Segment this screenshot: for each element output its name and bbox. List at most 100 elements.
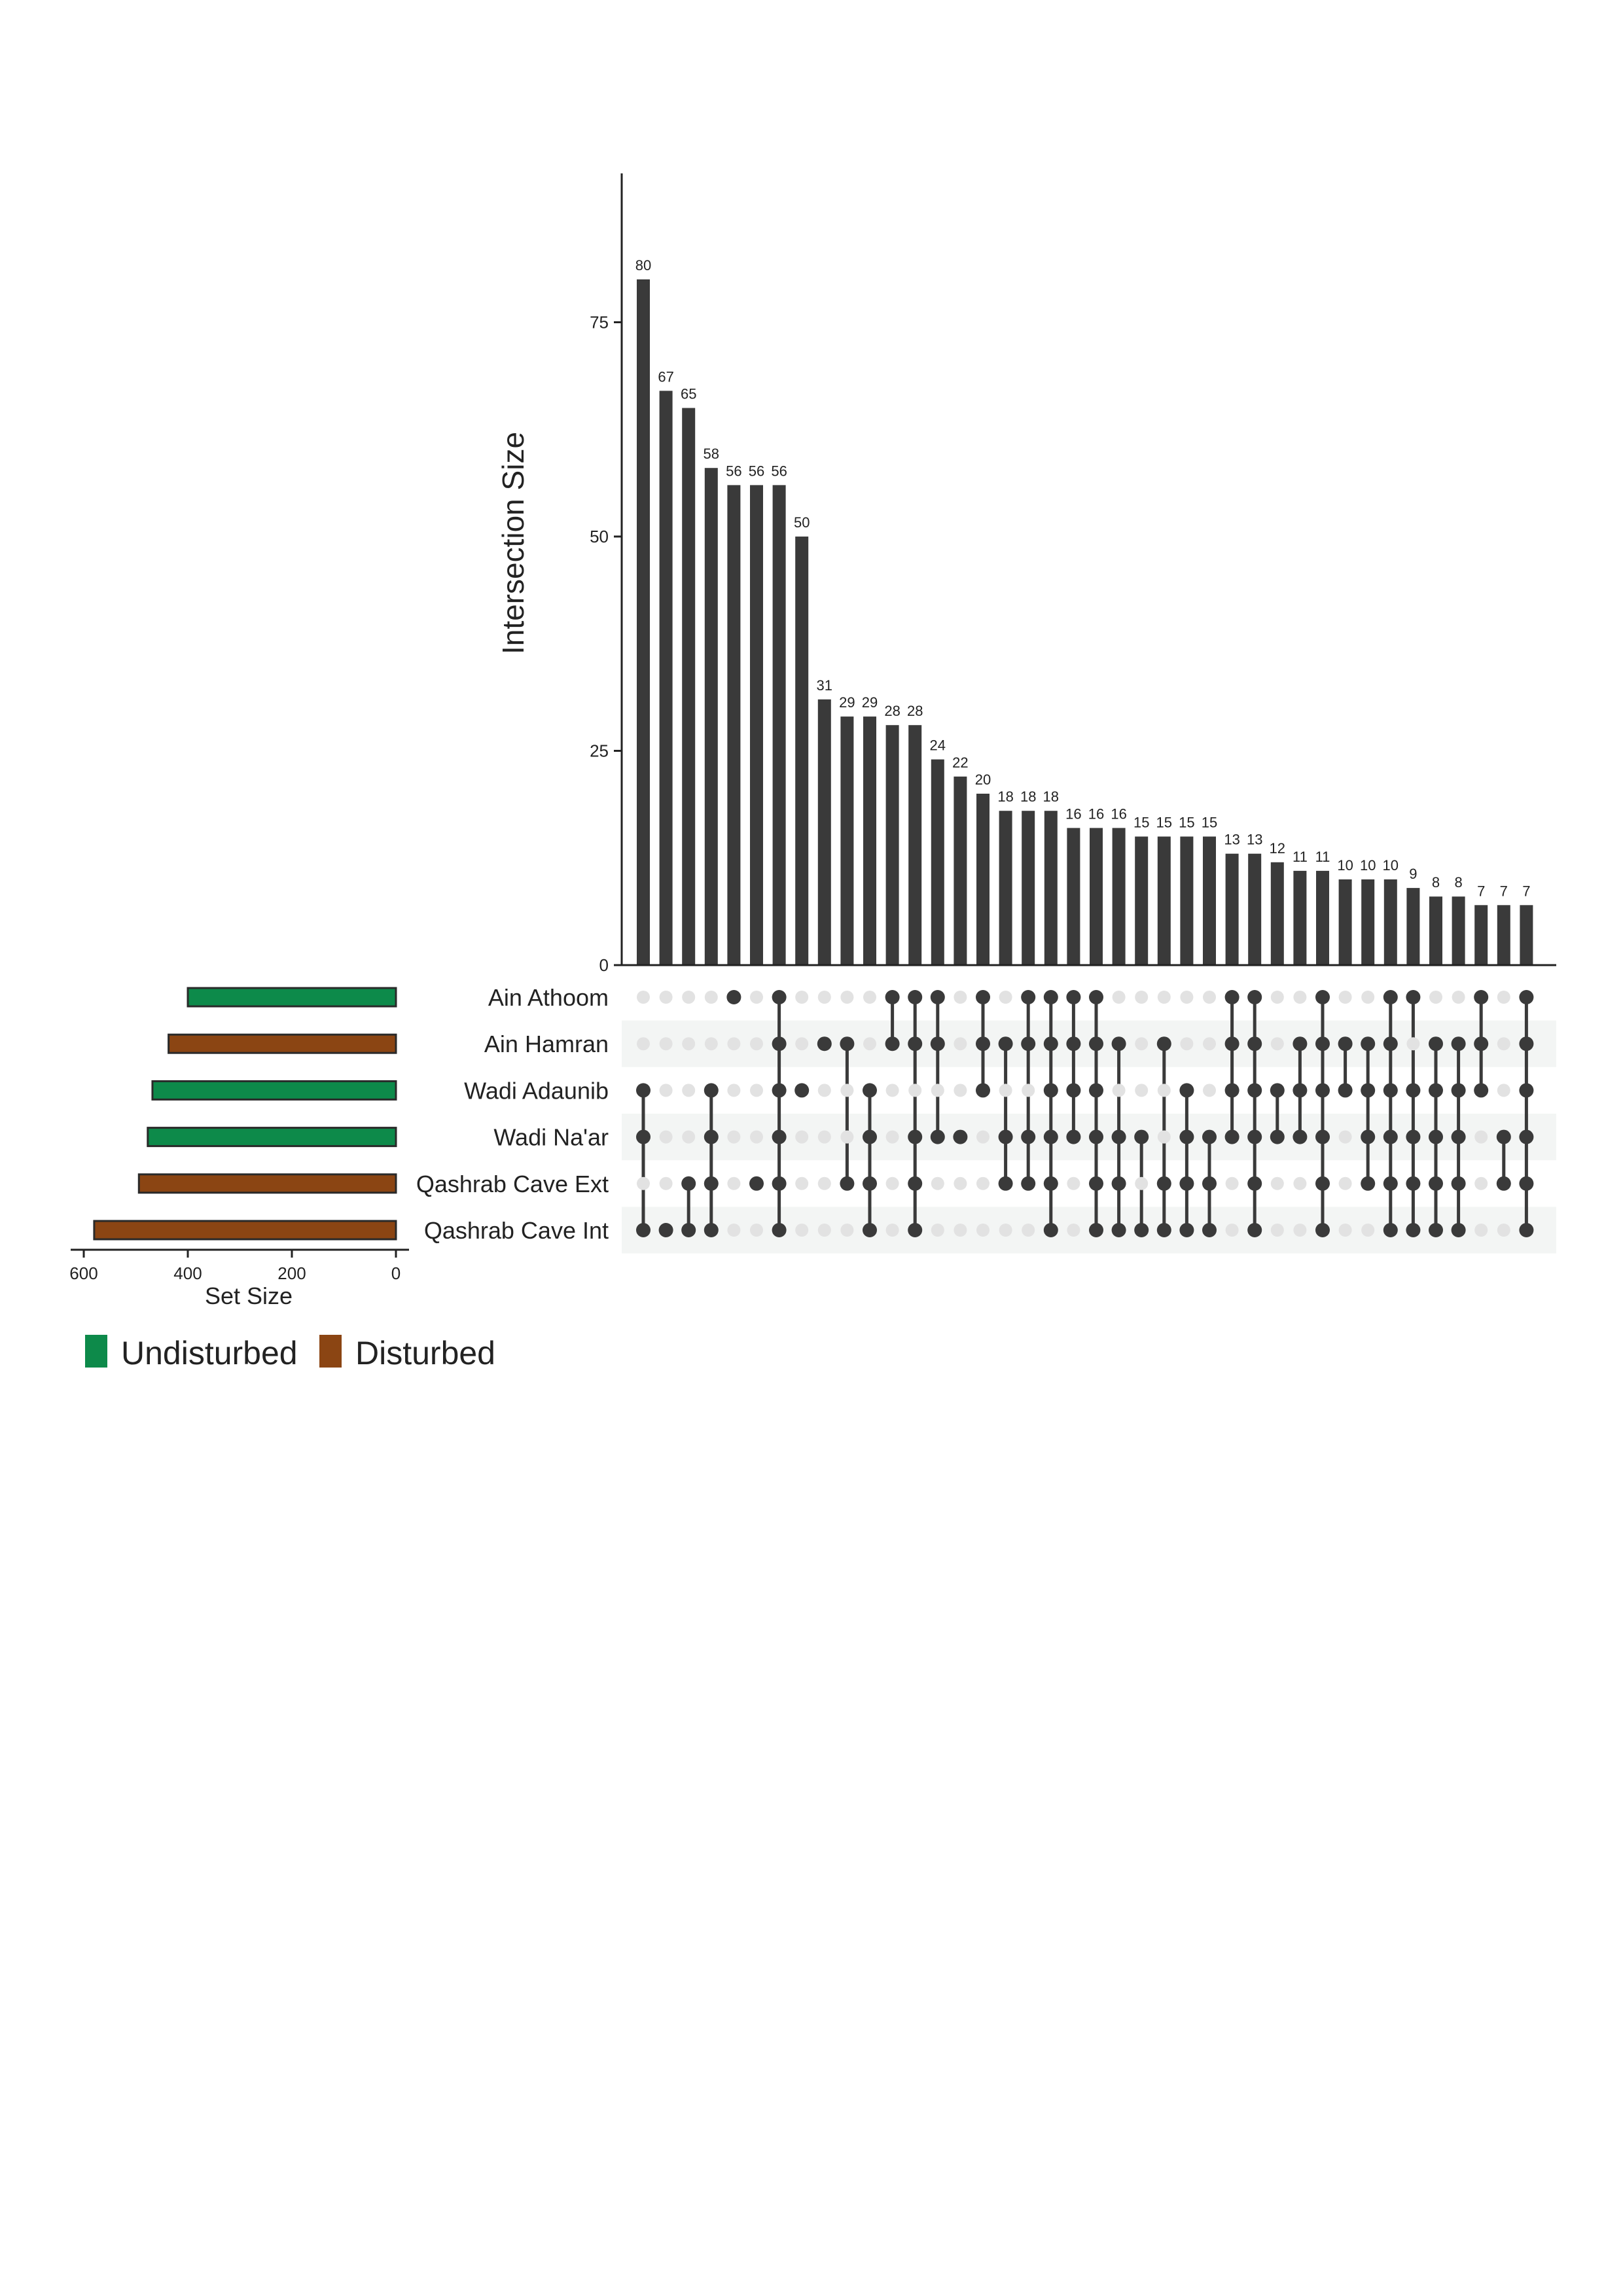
matrix-dot-active <box>1406 1083 1421 1098</box>
matrix-dot-active <box>1474 1083 1489 1098</box>
set-size-tick-label: 200 <box>277 1263 306 1283</box>
matrix-dot-active <box>1134 1223 1149 1237</box>
matrix-dot-active <box>681 1223 696 1237</box>
legend-swatch <box>85 1335 107 1368</box>
y-tick-label: 25 <box>590 741 609 761</box>
matrix-dot-active <box>1383 1036 1398 1051</box>
matrix-dot-inactive <box>1293 991 1307 1004</box>
matrix-dot-active <box>1111 1223 1126 1237</box>
intersection-bar <box>863 716 876 965</box>
matrix-dot-inactive <box>1157 1084 1171 1097</box>
intersection-bar-label: 7 <box>1500 883 1508 899</box>
set-size-tick-label: 400 <box>173 1263 202 1283</box>
intersection-bar <box>772 485 786 965</box>
matrix-dot-active <box>1496 1129 1511 1144</box>
set-size-bar <box>93 1220 397 1241</box>
matrix-dot-active <box>1429 1036 1443 1051</box>
matrix-dot-inactive <box>976 1130 990 1144</box>
matrix-dot-active <box>1179 1176 1194 1191</box>
matrix-dot-active <box>1406 1129 1421 1144</box>
matrix-dot-inactive <box>1361 1224 1375 1237</box>
intersection-bar <box>682 408 696 965</box>
matrix-dot-inactive <box>863 1037 876 1051</box>
matrix-dot-active <box>1429 1083 1443 1098</box>
matrix-dot-active <box>1429 1129 1443 1144</box>
matrix-dot-inactive <box>885 1224 899 1237</box>
matrix-dot-inactive <box>637 1176 650 1190</box>
intersection-bar <box>817 699 831 965</box>
matrix-dot-inactive <box>908 1084 922 1097</box>
matrix-dot-inactive <box>1157 991 1171 1004</box>
matrix-dot-active <box>1066 1036 1081 1051</box>
intersection-bar <box>1383 879 1397 965</box>
matrix-dot-active <box>1247 1176 1262 1191</box>
set-name-label: Ain Hamran <box>484 1031 609 1057</box>
matrix-dot-inactive <box>1497 991 1510 1004</box>
set-size-axis: 600 400 200 0 <box>69 1248 409 1283</box>
matrix-dot-inactive <box>659 1130 673 1144</box>
matrix-dot-inactive <box>659 1084 673 1097</box>
matrix-dot-active <box>863 1083 877 1098</box>
matrix-dot-inactive <box>1338 991 1352 1004</box>
intersection-bar-label: 67 <box>658 368 673 385</box>
matrix-dot-inactive <box>1293 1176 1307 1190</box>
intersection-bar <box>1203 836 1216 965</box>
matrix-dot-inactive <box>931 1084 944 1097</box>
matrix-dot-inactive <box>1338 1224 1352 1237</box>
matrix-dot-inactive <box>750 1224 763 1237</box>
matrix-dot-inactive <box>1225 1224 1239 1237</box>
matrix-dot-inactive <box>1157 1130 1171 1144</box>
intersection-bar <box>1361 879 1375 965</box>
matrix-dot-active <box>1293 1036 1308 1051</box>
matrix-dot-inactive <box>1429 991 1442 1004</box>
intersection-bar <box>954 776 967 965</box>
matrix-dot-active <box>1202 1223 1217 1237</box>
matrix-dot-active <box>1474 1036 1489 1051</box>
matrix-dot-active <box>1406 1223 1421 1237</box>
matrix-dot-active <box>1043 1036 1058 1051</box>
matrix-dot-active <box>1247 1036 1262 1051</box>
matrix-dot-inactive <box>727 1130 741 1144</box>
matrix-dot-inactive <box>885 1084 899 1097</box>
matrix-dot-active <box>1383 1223 1398 1237</box>
matrix-dot-inactive <box>1497 1224 1510 1237</box>
matrix-dot-active <box>1111 1176 1126 1191</box>
intersection-bars <box>637 279 1533 965</box>
matrix-dot-inactive <box>817 1224 831 1237</box>
intersection-bar <box>1022 811 1035 965</box>
matrix-dot-inactive <box>1474 1176 1488 1190</box>
matrix-dot-inactive <box>999 991 1012 1004</box>
intersection-bar-label: 11 <box>1315 849 1330 865</box>
matrix-dot-active <box>1519 1176 1534 1191</box>
matrix-dot-inactive <box>954 1037 967 1051</box>
legend-label: Undisturbed <box>121 1335 298 1371</box>
matrix-dot-active <box>1043 1176 1058 1191</box>
matrix-dot-active <box>1043 1083 1058 1098</box>
intersection-bar-label: 12 <box>1270 840 1285 857</box>
intersection-bar <box>1429 896 1442 965</box>
matrix-dot-active <box>1451 1129 1466 1144</box>
matrix-dot-active <box>1383 1129 1398 1144</box>
matrix-dot-active <box>1270 1083 1285 1098</box>
matrix-dot-inactive <box>1225 1176 1239 1190</box>
intersection-bar <box>999 811 1012 965</box>
matrix-dot-active <box>772 990 787 1004</box>
matrix-dot-inactive <box>659 991 673 1004</box>
intersection-bar <box>931 759 944 965</box>
matrix-dot-active <box>1179 1129 1194 1144</box>
matrix-dot-inactive <box>637 1037 650 1051</box>
matrix-dot-inactive <box>931 1176 944 1190</box>
matrix-dot-active <box>1293 1083 1308 1098</box>
matrix-dot-active <box>1066 1083 1081 1098</box>
intersection-bar-label: 7 <box>1522 883 1530 899</box>
matrix-dot-active <box>1315 990 1330 1004</box>
intersection-bar <box>1270 862 1284 965</box>
intersection-bar-label: 16 <box>1065 805 1081 822</box>
intersection-bar <box>1452 896 1465 965</box>
matrix-dot-active <box>704 1176 719 1191</box>
intersection-bar <box>976 794 990 965</box>
set-size-bars <box>93 987 397 1241</box>
intersection-bar-label: 10 <box>1360 857 1376 874</box>
matrix-dot-inactive <box>795 991 809 1004</box>
